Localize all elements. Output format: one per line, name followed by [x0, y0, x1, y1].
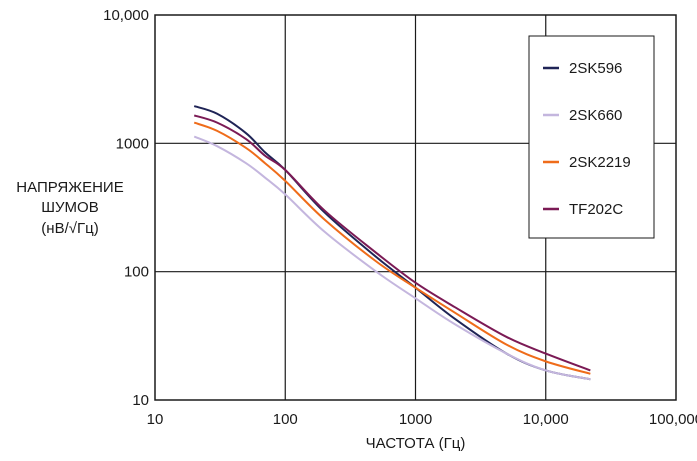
series-line-tf202c [193, 114, 591, 372]
legend-label: 2SK660 [569, 107, 622, 124]
series-line-2sk660 [193, 135, 591, 381]
x-axis-title: ЧАСТОТА (Гц) [366, 435, 466, 452]
x-tick-label: 1000 [399, 411, 432, 428]
y-axis-title-line-1: НАПРЯЖЕНИЕ [16, 179, 123, 196]
x-tick-label: 100 [273, 411, 298, 428]
y-tick-label: 10 [132, 392, 149, 409]
y-tick-labels: 10 100 1000 10,000 [103, 7, 149, 409]
x-tick-label: 100,000 [649, 411, 697, 428]
y-tick-label: 100 [124, 264, 149, 281]
plot-frame [154, 14, 677, 401]
legend-box [528, 35, 655, 239]
x-tick-labels: 10 100 1000 10,000 100,000 [147, 411, 697, 428]
y-axis-title-line-3: (нВ/√Гц) [41, 220, 98, 237]
y-tick-label: 10,000 [103, 7, 149, 24]
series-line-2sk2219 [193, 121, 591, 375]
series-layer [193, 105, 591, 381]
legend-label: TF202C [569, 201, 623, 218]
x-tick-label: 10 [147, 411, 164, 428]
legend-label: 2SK2219 [569, 154, 631, 171]
x-tick-label: 10,000 [523, 411, 569, 428]
y-tick-label: 1000 [116, 135, 149, 152]
legend-label: 2SK596 [569, 60, 622, 77]
legend: 2SK596 2SK660 2SK2219 TF202C [528, 35, 655, 239]
y-axis-title-line-2: ШУМОВ [41, 199, 98, 216]
